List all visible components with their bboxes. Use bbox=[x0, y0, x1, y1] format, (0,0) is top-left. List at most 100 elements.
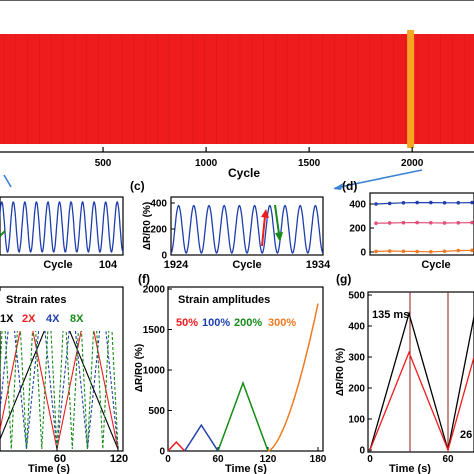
legend-50: 50% bbox=[176, 317, 198, 329]
panel-d-point bbox=[401, 249, 406, 254]
band-texture bbox=[3, 34, 465, 144]
panel-g: (g) 0 100 200 300 400 500 0 60 ΔR/R0 (%) 135 m… bbox=[335, 272, 474, 474]
panel-d-point bbox=[470, 200, 474, 205]
panel-f-series bbox=[167, 303, 319, 452]
panel-d-point bbox=[374, 249, 378, 254]
legend-1x: 1X bbox=[0, 313, 14, 325]
panel-d-point bbox=[415, 220, 419, 225]
panel-g-series-red bbox=[369, 350, 474, 453]
panel-d-yticks: 0 200 400 bbox=[349, 200, 374, 259]
arrow-head-d bbox=[333, 183, 343, 190]
panel-d-point bbox=[374, 221, 378, 225]
panel-b-frame bbox=[0, 196, 124, 256]
panel-f-series-200% bbox=[217, 380, 269, 452]
panel-f-label: (f) bbox=[138, 272, 150, 286]
panel-d-point bbox=[456, 221, 461, 225]
annotation-135ms: 135 ms bbox=[372, 309, 409, 321]
panel-g-xlabel: Time (s) bbox=[389, 463, 431, 474]
panel-a-tick-label-1000: 1000 bbox=[195, 158, 218, 169]
panel-f-ytick-label-1500: 1500 bbox=[143, 325, 166, 336]
panel-d-point bbox=[374, 202, 378, 206]
panel-f-xtick-label-120: 120 bbox=[260, 454, 277, 465]
panel-g-xtick-label-60: 60 bbox=[442, 454, 454, 465]
panel-c-ytick-label-400: 400 bbox=[150, 199, 167, 210]
panel-f-title: Strain amplitudes bbox=[178, 294, 270, 306]
panel-b: Cycle 104 bbox=[0, 196, 124, 271]
panel-b-xtick-104: 104 bbox=[99, 259, 118, 271]
panel-c-xlabel: Cycle bbox=[232, 259, 261, 271]
panel-d-series bbox=[374, 200, 474, 254]
panel-c-ylabel: ΔR/R0 (%) bbox=[142, 202, 153, 250]
panel-f-frame bbox=[167, 286, 324, 452]
panel-e-xtick-120: 120 bbox=[110, 453, 128, 465]
panel-g-yticks: 0 100 200 300 400 500 bbox=[348, 291, 372, 457]
panel-f: (f) 0 500 1000 1500 2000 0 60 120 180 ΔR/R0 (%)… bbox=[134, 272, 327, 474]
highlighted-cycle-window bbox=[407, 30, 415, 148]
legend-4x: 4X bbox=[46, 313, 60, 325]
panel-c-xtick-1924: 1924 bbox=[164, 259, 189, 271]
panel-g-ytick-label-100: 100 bbox=[348, 415, 365, 426]
panel-f-series-50% bbox=[167, 441, 186, 452]
panel-d-point bbox=[442, 201, 447, 205]
panel-d-series-pink bbox=[375, 221, 473, 224]
panel-f-ylabel: ΔR/R0 (%) bbox=[134, 344, 145, 392]
panel-d-point bbox=[470, 220, 474, 225]
panel-d-point bbox=[387, 221, 392, 225]
panel-a-tick-label-500: 500 bbox=[95, 158, 112, 169]
panel-f-series-100% bbox=[184, 423, 219, 452]
panel-b-curve bbox=[0, 200, 124, 253]
panel-d: (d) 0 200 400 Cycle bbox=[342, 179, 474, 271]
panel-d-series-blue bbox=[375, 202, 473, 205]
panel-d-point bbox=[456, 248, 461, 253]
panel-f-xtick-label-60: 60 bbox=[212, 454, 224, 465]
panel-b-xlabel: Cycle bbox=[43, 259, 72, 271]
panel-c-curve bbox=[170, 204, 324, 254]
arrow-to-d bbox=[334, 169, 423, 189]
panel-a: 500 1000 1500 2000 Cycle bbox=[0, 0, 474, 190]
unloading-arrow-head bbox=[275, 232, 283, 242]
unloading-arrow bbox=[274, 204, 280, 235]
panel-d-point bbox=[387, 249, 392, 253]
annotation-26: 26 bbox=[460, 429, 472, 441]
panel-f-xtick-label-0: 0 bbox=[165, 454, 171, 465]
arrow-to-b bbox=[3, 174, 12, 188]
loading-arrow bbox=[261, 215, 266, 247]
panel-d-frame bbox=[369, 192, 474, 256]
panel-f-ytick-label-2000: 2000 bbox=[143, 285, 166, 296]
panel-d-point bbox=[456, 201, 461, 205]
panel-g-ytick-label-200: 200 bbox=[348, 384, 365, 395]
loading-arrow-head bbox=[261, 209, 269, 218]
panel-g-ytick-label-500: 500 bbox=[348, 291, 365, 302]
panel-e-legend-bg bbox=[0, 291, 120, 331]
panel-e-line-8X bbox=[0, 299, 119, 450]
panel-d-point bbox=[429, 249, 433, 254]
legend-100: 100% bbox=[202, 317, 230, 329]
panel-a-tick-label-2000: 2000 bbox=[401, 158, 424, 169]
panel-d-point bbox=[387, 201, 392, 206]
panel-c: (c) 0 200 400 ΔR/R0 (%) 1924 Cycle 1934 bbox=[130, 179, 331, 271]
panel-e-xtick-60: 60 bbox=[54, 453, 66, 465]
legend-2x: 2X bbox=[22, 313, 36, 325]
panel-d-ytick-label-400: 400 bbox=[349, 200, 366, 211]
panel-c-yticks: 0 200 400 bbox=[150, 199, 175, 262]
panel-f-ytick-label-500: 500 bbox=[148, 406, 165, 417]
panel-g-series bbox=[369, 311, 474, 453]
legend-300: 300% bbox=[268, 317, 296, 329]
panel-g-series-black bbox=[369, 311, 474, 451]
panel-e: Strain rates 1X 2X 4X 8X 60 120 Time (s) bbox=[0, 286, 128, 474]
panel-f-xtick-label-180: 180 bbox=[310, 454, 327, 465]
panel-c-xtick-1934: 1934 bbox=[306, 259, 331, 271]
panel-g-ytick-label-400: 400 bbox=[348, 322, 365, 333]
panel-d-point bbox=[429, 221, 433, 225]
panel-d-point bbox=[401, 201, 406, 205]
panel-d-ytick-label-200: 200 bbox=[349, 224, 366, 235]
panel-d-point bbox=[401, 220, 406, 225]
panel-d-point bbox=[442, 249, 447, 254]
legend-8x: 8X bbox=[70, 313, 84, 325]
panel-f-ytick-label-1000: 1000 bbox=[143, 366, 166, 377]
panel-d-point bbox=[442, 221, 447, 225]
panel-f-series-300% bbox=[267, 303, 319, 452]
panel-c-ytick-label-0: 0 bbox=[161, 251, 167, 262]
panel-g-ylabel: ΔR/R0 (%) bbox=[335, 348, 346, 396]
